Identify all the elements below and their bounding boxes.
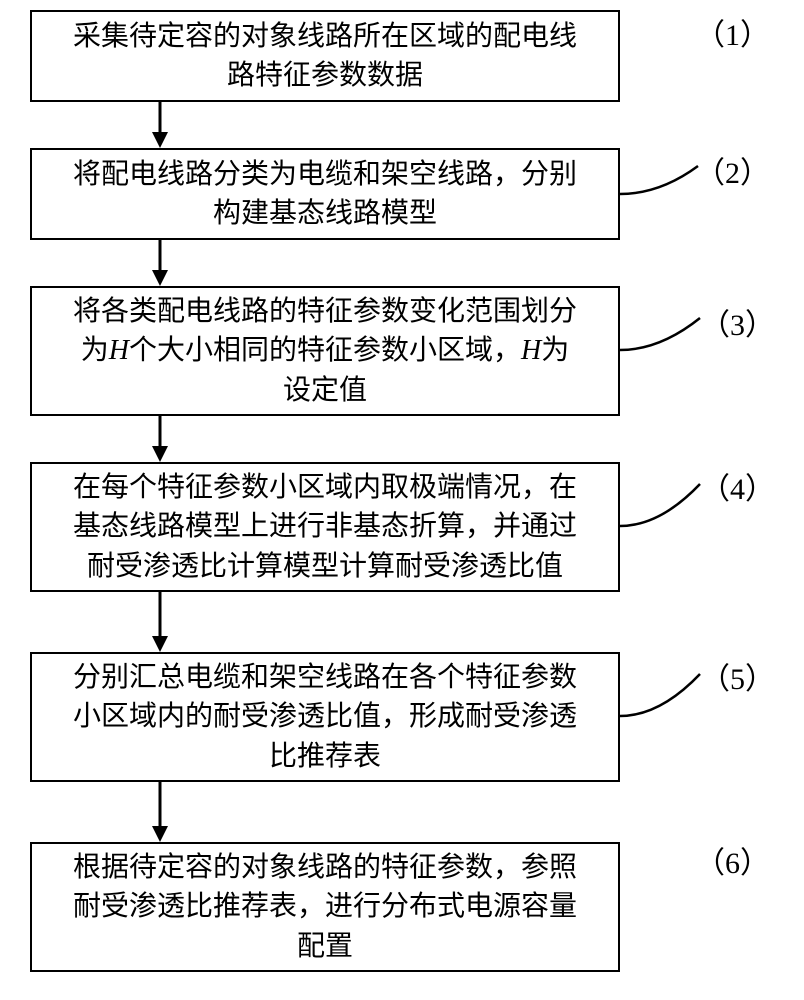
- step-2-text: 将配电线路分类为电缆和架空线路，分别构建基态线路模型: [73, 155, 577, 233]
- step-3-text: 将各类配电线路的特征参数变化范围划分为H个大小相同的特征参数小区域，H为设定值: [73, 292, 577, 410]
- flowchart: 采集待定容的对象线路所在区域的配电线路特征参数数据 （1） 将配电线路分类为电缆…: [0, 0, 804, 1000]
- step-1-text: 采集待定容的对象线路所在区域的配电线路特征参数数据: [73, 17, 577, 95]
- step-5-box: 分别汇总电缆和架空线路在各个特征参数小区域内的耐受渗透比值，形成耐受渗透比推荐表: [30, 652, 620, 782]
- step-2-box: 将配电线路分类为电缆和架空线路，分别构建基态线路模型: [30, 148, 620, 240]
- step-1-label: （1）: [695, 10, 770, 54]
- step-4-box: 在每个特征参数小区域内取极端情况，在基态线路模型上进行非基态折算，并通过耐受渗透…: [30, 462, 620, 592]
- step-4-callout: [620, 478, 710, 533]
- step-4-label: （4）: [700, 464, 775, 508]
- step-1-box: 采集待定容的对象线路所在区域的配电线路特征参数数据: [30, 10, 620, 102]
- arrow-2-3: [150, 240, 170, 286]
- step-5-text: 分别汇总电缆和架空线路在各个特征参数小区域内的耐受渗透比值，形成耐受渗透比推荐表: [73, 658, 577, 776]
- step-6-label: （6）: [695, 838, 770, 882]
- step-4-text: 在每个特征参数小区域内取极端情况，在基态线路模型上进行非基态折算，并通过耐受渗透…: [73, 468, 577, 586]
- step-2-callout: [620, 160, 710, 210]
- arrow-3-4: [150, 416, 170, 462]
- step-5-callout: [620, 668, 710, 723]
- arrow-1-2: [150, 102, 170, 148]
- step-6-text: 根据待定容的对象线路的特征参数，参照耐受渗透比推荐表，进行分布式电源容量配置: [73, 848, 577, 966]
- step-3-callout: [620, 312, 710, 362]
- arrow-5-6: [150, 782, 170, 842]
- step-5-label: （5）: [700, 654, 775, 698]
- step-3-box: 将各类配电线路的特征参数变化范围划分为H个大小相同的特征参数小区域，H为设定值: [30, 286, 620, 416]
- step-3-label: （3）: [700, 300, 775, 344]
- step-6-box: 根据待定容的对象线路的特征参数，参照耐受渗透比推荐表，进行分布式电源容量配置: [30, 842, 620, 972]
- arrow-4-5: [150, 592, 170, 652]
